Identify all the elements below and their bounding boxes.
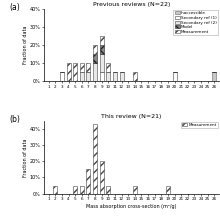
Legend: Measurement: Measurement — [181, 122, 218, 128]
Bar — [212, 72, 216, 81]
Bar — [60, 72, 64, 81]
Bar — [93, 63, 97, 81]
Title: Previous reviews (N=22): Previous reviews (N=22) — [93, 2, 170, 7]
Bar — [133, 185, 137, 194]
Bar — [86, 169, 90, 194]
Bar — [100, 54, 104, 72]
Text: (a): (a) — [9, 3, 20, 12]
Bar — [86, 63, 90, 72]
Bar — [93, 54, 97, 63]
Bar — [133, 72, 137, 81]
Bar — [166, 185, 170, 194]
Bar — [100, 161, 104, 194]
Bar — [80, 63, 84, 72]
Bar — [106, 63, 110, 72]
Bar — [106, 185, 110, 194]
Bar — [172, 72, 176, 81]
Bar — [73, 185, 77, 194]
Bar — [100, 45, 104, 54]
Bar — [80, 185, 84, 194]
Bar — [66, 63, 70, 81]
Bar — [100, 36, 104, 45]
Bar — [80, 72, 84, 81]
Bar — [53, 185, 57, 194]
Y-axis label: Fraction of data: Fraction of data — [23, 138, 28, 177]
Bar — [119, 72, 123, 81]
Legend: Inaccessible, Secondary ref (1), Secondary ref (2), Model, Measurement: Inaccessible, Secondary ref (1), Seconda… — [173, 10, 218, 35]
Bar — [113, 72, 117, 81]
X-axis label: Mass absorption cross-section (m²/g): Mass absorption cross-section (m²/g) — [86, 204, 177, 209]
Bar — [93, 124, 97, 194]
Bar — [100, 72, 104, 81]
Bar — [86, 72, 90, 81]
Bar — [73, 63, 77, 81]
Title: This review (N=21): This review (N=21) — [101, 114, 162, 119]
Text: (b): (b) — [9, 115, 20, 124]
Y-axis label: Fraction of data: Fraction of data — [23, 26, 28, 64]
Bar — [93, 45, 97, 54]
Bar — [106, 72, 110, 81]
